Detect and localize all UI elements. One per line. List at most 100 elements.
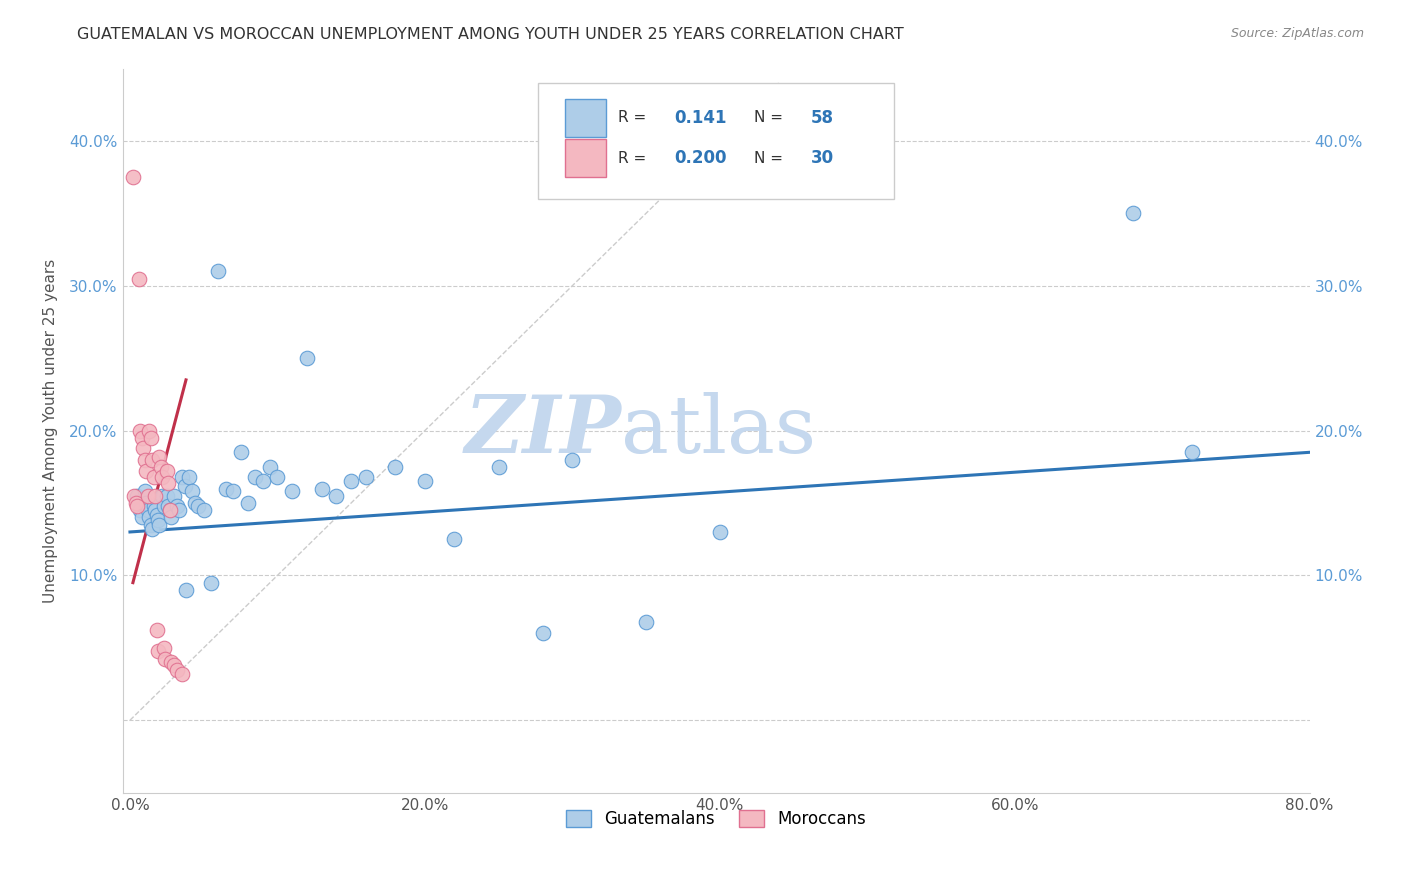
Point [139,517,162,532]
Text: 30: 30 [811,149,834,168]
Point [488,459,510,474]
Point [187,499,209,513]
Point [354,470,377,484]
Point [384,459,406,474]
Point [146,644,169,658]
Point [170,470,193,484]
Point [266,470,288,484]
Point [160,656,183,670]
Point [124,489,146,503]
Point [156,489,179,503]
Point [166,499,188,513]
Point [634,615,657,629]
Text: ZIP: ZIP [464,392,621,469]
Point [229,445,252,459]
FancyBboxPatch shape [538,83,894,199]
Point [136,503,159,517]
Point [1180,445,1202,459]
Point [1122,206,1144,220]
Point [252,475,274,489]
Point [136,489,159,503]
Point [160,510,183,524]
FancyBboxPatch shape [565,139,606,178]
Point [184,496,207,510]
Point [135,496,157,510]
Point [128,271,150,285]
Point [163,658,186,673]
Point [159,503,181,517]
Point [145,624,167,638]
Point [131,431,153,445]
Point [259,459,281,474]
Point [142,470,165,484]
Text: atlas: atlas [621,392,817,469]
Point [148,450,170,464]
Point [138,424,160,438]
Point [138,510,160,524]
Point [413,475,436,489]
Point [139,431,162,445]
Text: R =: R = [617,151,645,166]
Point [709,524,731,539]
Point [143,503,166,517]
Text: N =: N = [754,151,783,166]
Point [129,503,152,517]
Point [561,452,583,467]
Point [153,640,176,655]
Point [325,489,347,503]
Point [295,351,318,366]
Point [145,508,167,522]
Point [167,503,190,517]
Point [125,496,148,510]
Point [131,510,153,524]
Point [215,482,238,496]
Point [200,575,222,590]
Text: Source: ZipAtlas.com: Source: ZipAtlas.com [1230,27,1364,40]
Point [134,452,156,467]
Y-axis label: Unemployment Among Youth under 25 years: Unemployment Among Youth under 25 years [44,259,58,603]
Point [141,522,163,536]
Point [207,264,229,278]
Text: R =: R = [617,111,645,125]
Point [311,482,333,496]
Point [157,499,180,513]
Point [157,475,180,490]
Legend: Guatemalans, Moroccans: Guatemalans, Moroccans [558,804,873,835]
Point [180,484,202,499]
Point [127,489,149,503]
Point [531,626,554,640]
Point [174,582,197,597]
Point [127,499,149,513]
Point [245,470,267,484]
Point [222,484,245,499]
Text: 0.200: 0.200 [675,149,727,168]
Point [153,499,176,513]
Point [177,470,200,484]
Point [166,663,188,677]
Point [141,452,163,467]
Text: 0.141: 0.141 [675,109,727,127]
Point [143,489,166,503]
Text: N =: N = [754,111,783,125]
Point [148,517,170,532]
Point [155,652,177,666]
Point [142,499,165,513]
Point [152,489,174,503]
Point [159,503,181,517]
Point [132,441,155,455]
Point [236,496,259,510]
Point [193,503,215,517]
Point [170,666,193,681]
Point [135,464,157,478]
Point [134,484,156,499]
FancyBboxPatch shape [565,99,606,136]
Point [146,513,169,527]
Point [128,496,150,510]
Point [163,489,186,503]
Text: GUATEMALAN VS MOROCCAN UNEMPLOYMENT AMONG YOUTH UNDER 25 YEARS CORRELATION CHART: GUATEMALAN VS MOROCCAN UNEMPLOYMENT AMON… [77,27,904,42]
Point [281,484,304,499]
Point [173,478,195,492]
Point [152,470,174,484]
Text: 58: 58 [811,109,834,127]
Point [156,464,179,478]
